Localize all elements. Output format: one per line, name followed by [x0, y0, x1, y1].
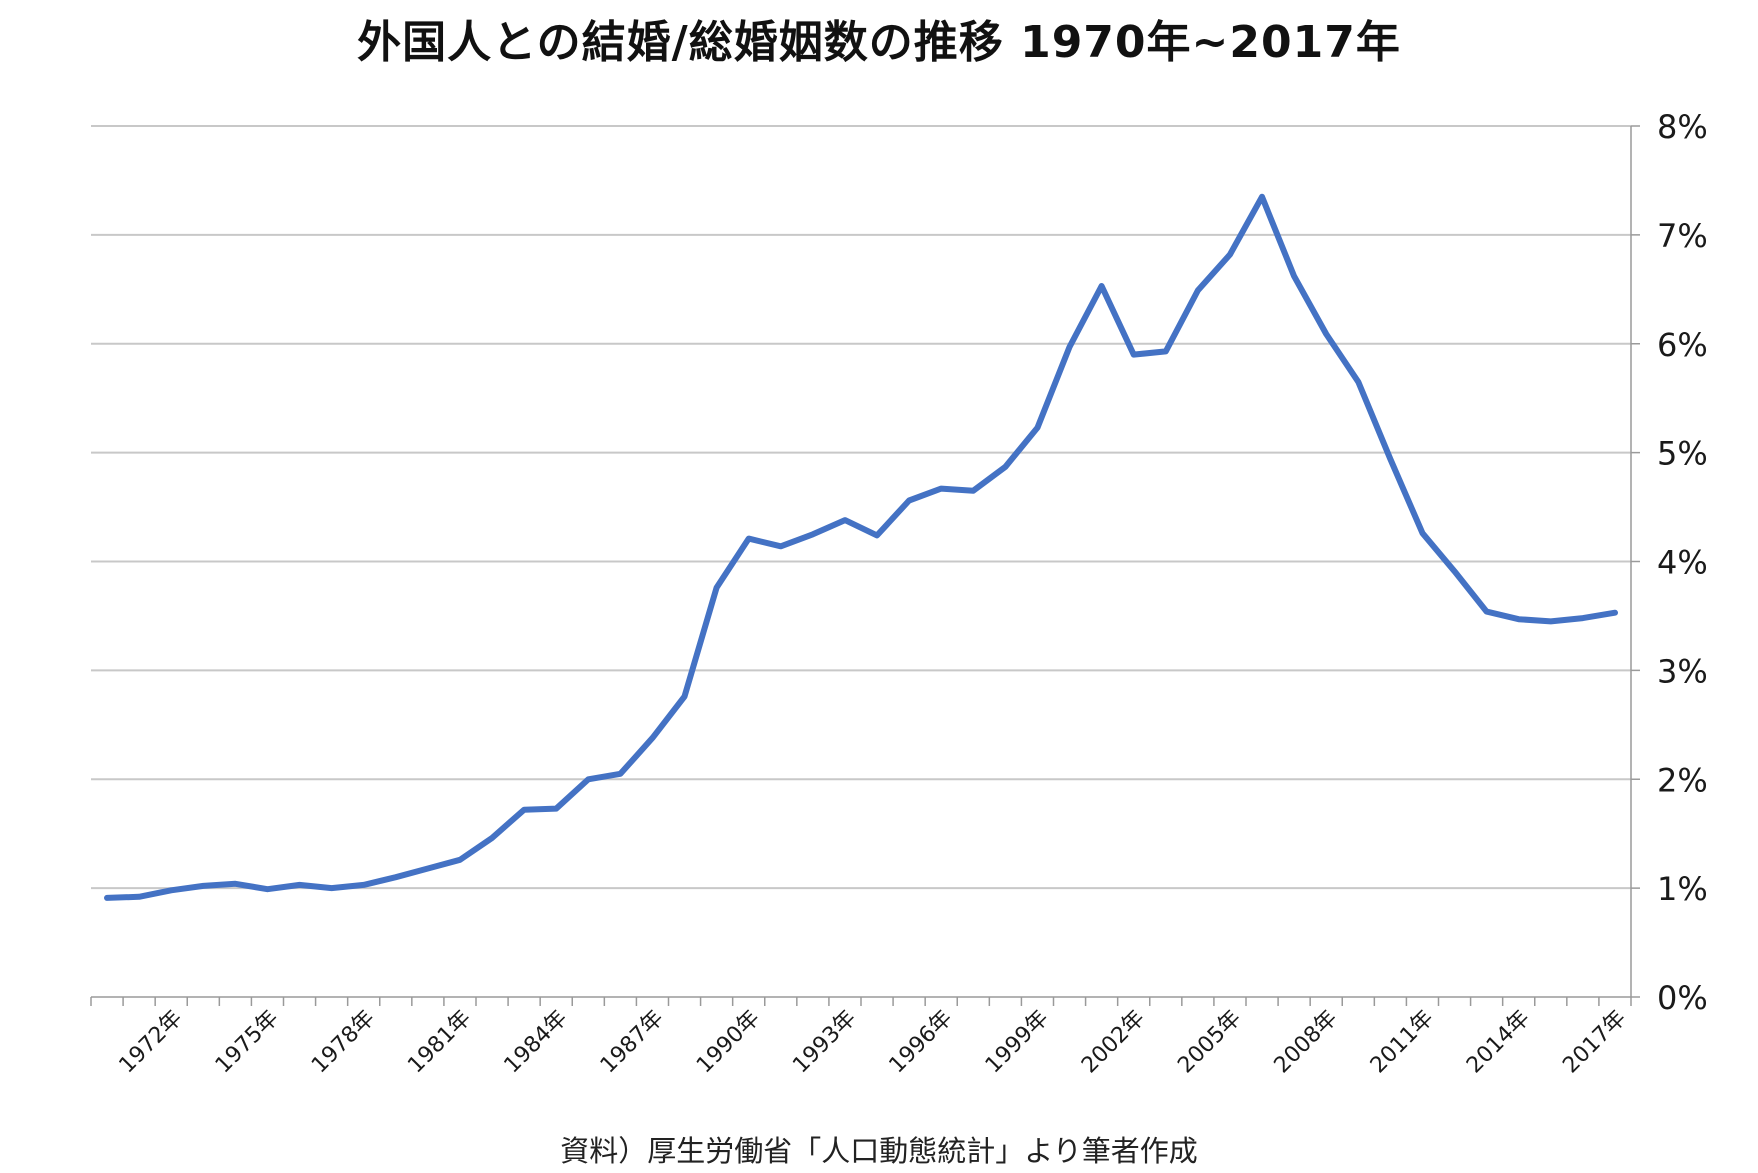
- series-layer: [104, 193, 1618, 901]
- x-tick-label: 1999年: [981, 1006, 1054, 1079]
- axes: [90, 125, 1640, 1006]
- x-tick-label: 2017年: [1558, 1006, 1631, 1079]
- chart-title: 外国人との結婚/総婚姻数の推移 1970年~2017年: [357, 17, 1401, 68]
- x-tick-label: 2008年: [1270, 1006, 1343, 1079]
- y-axis-tick-labels: 0% 1% 2% 3% 4% 5% 6% 7% 8%: [1657, 108, 1708, 1017]
- x-tick-label: 1978年: [307, 1006, 380, 1079]
- x-tick-label: 2014年: [1462, 1006, 1535, 1079]
- x-tick-label: 1981年: [403, 1006, 476, 1079]
- y-tick-label: 3%: [1657, 652, 1708, 690]
- x-tick-label: 1993年: [788, 1006, 861, 1079]
- x-tick-label: 2011年: [1366, 1006, 1439, 1079]
- y-tick-label: 6%: [1657, 326, 1708, 364]
- source-note: 資料）厚生労働省「人口動態統計」より筆者作成: [560, 1134, 1198, 1168]
- y-tick-label: 1%: [1657, 870, 1708, 908]
- x-tick-label: 2005年: [1173, 1006, 1246, 1079]
- y-tick-label: 8%: [1657, 108, 1708, 146]
- y-tick-label: 5%: [1657, 435, 1708, 473]
- x-tick-label: 1984年: [500, 1006, 573, 1079]
- gridlines: [91, 125, 1631, 890]
- y-tick-label: 7%: [1657, 217, 1708, 255]
- y-tick-label: 0%: [1657, 979, 1708, 1017]
- x-tick-label: 2002年: [1077, 1006, 1150, 1079]
- y-tick-label: 4%: [1657, 544, 1708, 582]
- series-line: [104, 193, 1618, 901]
- x-axis-tick-labels: 1972年 1975年 1978年 1981年 1984年 1987年 1990年 1993年…: [115, 1006, 1632, 1079]
- x-tick-label: 1987年: [596, 1006, 669, 1079]
- x-tick-label: 1972年: [115, 1006, 188, 1079]
- y-tick-label: 2%: [1657, 761, 1708, 799]
- x-tick-label: 1996年: [885, 1006, 958, 1079]
- x-tick-label: 1990年: [692, 1006, 765, 1079]
- x-tick-label: 1975年: [211, 1006, 284, 1079]
